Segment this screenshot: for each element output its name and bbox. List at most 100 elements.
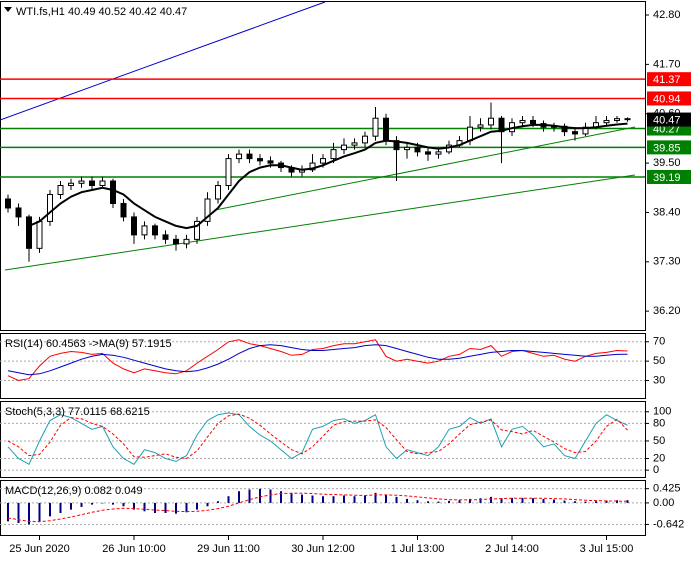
indicator-title: Stoch(5,3,3) 77.0115 68.6215	[5, 406, 150, 418]
bar	[500, 498, 503, 503]
bar	[332, 496, 335, 503]
candle-body	[404, 146, 410, 151]
trend-line	[4, 174, 636, 271]
y-tick-label: 30	[653, 374, 665, 386]
y-tick-label: 70	[653, 336, 665, 348]
bar	[301, 494, 303, 503]
candle-body	[267, 160, 274, 164]
series-line	[7, 492, 628, 523]
candle-body	[351, 142, 358, 146]
bar	[385, 494, 387, 503]
bar	[626, 500, 629, 503]
series-line	[7, 413, 628, 460]
candle-body	[614, 118, 620, 121]
candle-body	[435, 151, 442, 155]
y-tick-label: 38.40	[653, 206, 681, 218]
bar	[269, 489, 272, 503]
chart-title: WTI.fs,H1 40.49 40.52 40.42 40.47	[16, 6, 187, 18]
candle-body	[320, 158, 326, 164]
bar	[322, 496, 324, 503]
bar	[7, 502, 9, 522]
candle-body	[236, 153, 242, 160]
price-badge	[647, 112, 691, 127]
candle-body	[78, 180, 85, 184]
candle-body	[152, 225, 158, 236]
y-tick-label: 39.50	[653, 157, 681, 169]
level-badge	[647, 91, 691, 106]
bar	[521, 497, 524, 503]
candle-body	[309, 162, 316, 171]
bar	[563, 500, 566, 503]
bar	[196, 502, 198, 510]
header-open: 40.49	[68, 6, 96, 18]
bar	[542, 498, 545, 503]
y-tick-label: 42.80	[653, 9, 681, 21]
level-badge	[647, 72, 691, 87]
candle-body	[173, 238, 179, 245]
bar	[175, 502, 177, 514]
trend-line	[0, 1, 326, 121]
candle-body	[47, 193, 53, 222]
header-high: 40.52	[99, 6, 127, 18]
x-tick-label: 26 Jun 10:00	[102, 543, 166, 555]
candle-body	[89, 180, 95, 187]
bar	[49, 502, 51, 517]
y-tick-label: 0	[653, 464, 659, 476]
bar	[584, 501, 587, 503]
bar	[511, 497, 513, 503]
candle-body	[330, 149, 337, 160]
bar	[259, 488, 261, 503]
x-tick-label: 29 Jun 11:00	[197, 543, 260, 555]
bar	[458, 500, 461, 503]
y-tick-label: 50	[653, 435, 665, 447]
bar	[59, 502, 62, 513]
bar	[185, 502, 188, 513]
y-tick-label: 100	[653, 406, 671, 418]
x-tick-label: 3 Jul 15:00	[580, 543, 634, 555]
bar	[133, 502, 135, 510]
bar	[217, 501, 219, 503]
candle-body	[530, 119, 536, 125]
bar	[238, 491, 240, 503]
indicator-title: RSI(14) 60.4563 ->MA(9) 57.1915	[5, 338, 172, 350]
bar	[17, 502, 20, 524]
trend-lines	[0, 1, 636, 271]
trend-line	[214, 126, 636, 211]
bar	[311, 495, 314, 503]
candle-body	[362, 135, 368, 144]
candle-body	[110, 180, 116, 204]
y-tick-label: 80	[653, 417, 665, 429]
bar	[28, 502, 30, 525]
bar	[374, 492, 377, 503]
current-price: 40.47	[653, 114, 681, 126]
candle-body	[383, 117, 389, 142]
bar	[353, 496, 356, 503]
header-close: 40.47	[160, 6, 188, 18]
candle-body	[414, 146, 421, 153]
y-tick-label: 41.70	[653, 58, 681, 70]
bar	[395, 496, 398, 503]
y-tick-label: 0.425	[653, 483, 681, 495]
level-label: 39.19	[653, 172, 681, 184]
candle-body	[246, 153, 253, 160]
bar	[616, 500, 618, 503]
x-tick-label: 25 Jun 2020	[9, 543, 70, 555]
bar	[280, 491, 282, 503]
panel-frames	[0, 1, 646, 536]
bar	[343, 495, 345, 503]
series-line	[7, 412, 628, 465]
candle-body	[215, 185, 221, 200]
candle-body	[624, 118, 631, 121]
candle-body	[467, 126, 473, 142]
candle-body	[372, 117, 379, 137]
bar	[364, 495, 366, 503]
candle-body	[225, 158, 232, 187]
bar	[143, 502, 146, 512]
level-badge	[647, 169, 691, 184]
indicator-title: MACD(12,26,9) 0.082 0.049	[5, 485, 143, 497]
bar	[248, 489, 251, 503]
bar	[206, 502, 209, 507]
bar	[416, 500, 419, 503]
